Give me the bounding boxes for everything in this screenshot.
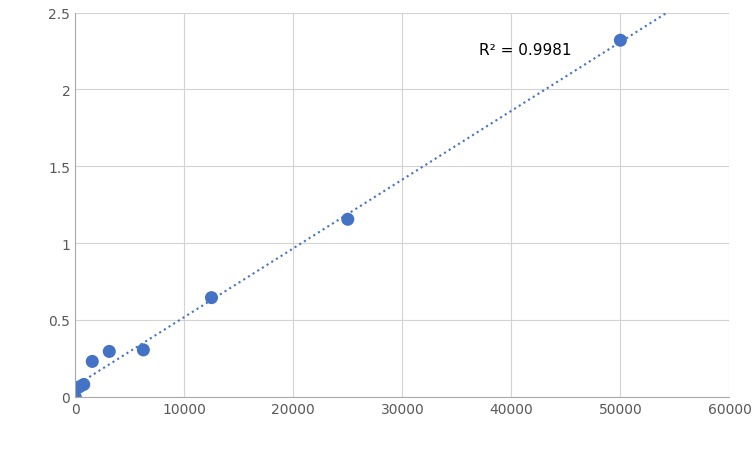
Point [341, 216, 353, 223]
Point [77, 381, 89, 388]
Point [86, 358, 99, 365]
Point [103, 348, 115, 355]
Text: R² = 0.9981: R² = 0.9981 [478, 43, 572, 58]
Point [138, 346, 150, 354]
Point [69, 393, 81, 400]
Point [614, 37, 626, 45]
Point [74, 383, 86, 391]
Point [205, 295, 217, 302]
